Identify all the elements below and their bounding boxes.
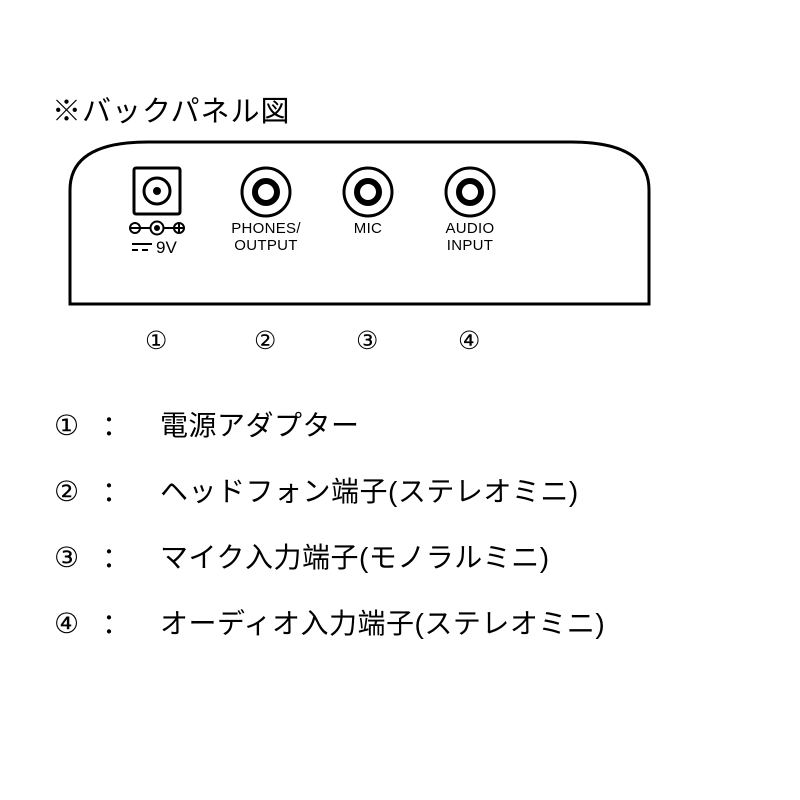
legend-colon: ： xyxy=(102,412,160,440)
port-number-4: ④ xyxy=(458,326,481,356)
port-number-3: ③ xyxy=(356,326,379,356)
back-panel-diagram: 9V xyxy=(52,130,667,314)
legend-text: オーディオ入力端子(ステレオミニ) xyxy=(160,610,605,638)
port-number-1: ① xyxy=(145,326,168,356)
legend-text: マイク入力端子(モノラルミニ) xyxy=(160,544,550,572)
legend-row-2: ② ： ヘッドフォン端子(ステレオミニ) xyxy=(54,478,605,506)
legend-colon: ： xyxy=(102,478,160,506)
legend-num: ① xyxy=(54,412,102,440)
port-numbers-row: ① ② ③ ④ xyxy=(52,326,667,366)
legend-colon: ： xyxy=(102,544,160,572)
legend-colon: ： xyxy=(102,610,160,638)
voltage-label: 9V xyxy=(156,238,177,257)
legend-row-1: ① ： 電源アダプター xyxy=(54,412,605,440)
diagram-title: ※バックパネル図 xyxy=(52,88,291,130)
legend-row-3: ③ ： マイク入力端子(モノラルミニ) xyxy=(54,544,605,572)
legend-text: 電源アダプター xyxy=(160,412,360,440)
panel-outline xyxy=(70,142,649,304)
port-number-2: ② xyxy=(254,326,277,356)
legend-row-4: ④ ： オーディオ入力端子(ステレオミニ) xyxy=(54,610,605,638)
legend-num: ② xyxy=(54,478,102,506)
legend-num: ④ xyxy=(54,610,102,638)
legend-num: ③ xyxy=(54,544,102,572)
legend: ① ： 電源アダプター ② ： ヘッドフォン端子(ステレオミニ) ③ ： マイク… xyxy=(54,412,605,638)
legend-text: ヘッドフォン端子(ステレオミニ) xyxy=(160,478,579,506)
